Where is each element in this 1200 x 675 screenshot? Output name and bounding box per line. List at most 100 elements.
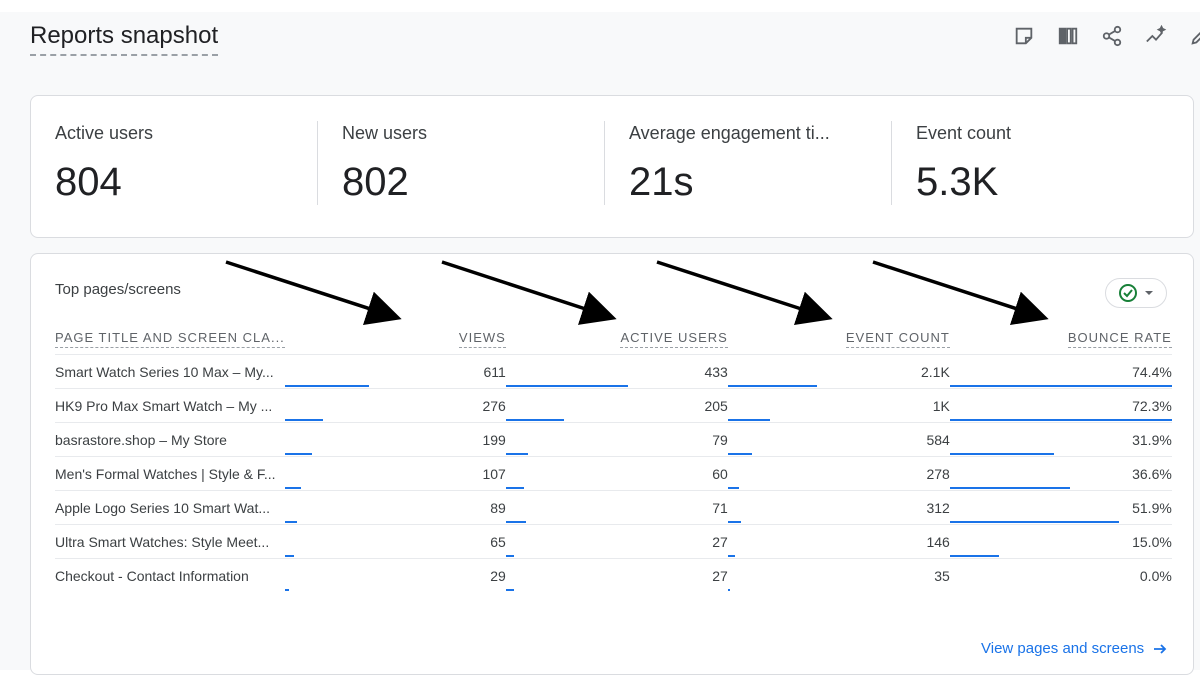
check-circle-icon: [1119, 284, 1137, 302]
insights-icon[interactable]: [1144, 24, 1168, 48]
cell-value: 146: [926, 533, 950, 550]
table-row[interactable]: Apple Logo Series 10 Smart Wat... 89 71 312…: [55, 490, 1172, 525]
metric-value: 21s: [629, 160, 694, 204]
cell-value: 15.0%: [1132, 533, 1172, 550]
cell-value: 2.1K: [921, 363, 950, 380]
row-page-title[interactable]: Checkout - Contact Information: [55, 567, 249, 584]
view-pages-label: View pages and screens: [981, 640, 1145, 657]
row-page-title[interactable]: Smart Watch Series 10 Max – My...: [55, 354, 285, 389]
table-row[interactable]: Checkout - Contact Information 29 27 35 0.0%: [55, 559, 1172, 593]
cell-value: 433: [704, 363, 728, 380]
cell-value: 60: [712, 465, 728, 482]
row-active-users: 71: [505, 490, 728, 525]
column-header-event-count[interactable]: EVENT COUNT: [727, 320, 950, 355]
row-bar: [949, 453, 1054, 455]
page-title: Reports snapshot: [30, 22, 219, 56]
top-pages-table: PAGE TITLE AND SCREEN CLA... VIEWS ACTIV…: [55, 320, 1172, 592]
row-bar: [505, 487, 524, 489]
row-bar: [284, 419, 323, 421]
metric-label: Active users: [55, 123, 154, 143]
row-views: 611: [284, 354, 506, 389]
row-bar: [505, 589, 514, 591]
cell-value: 89: [490, 499, 506, 516]
row-active-users: 27: [505, 559, 728, 593]
table-row[interactable]: basrastore.shop – My Store 199 79 584 31.9%: [55, 422, 1172, 457]
note-icon[interactable]: [1012, 24, 1036, 48]
row-event-count: 1K: [727, 388, 950, 423]
metric-label: Event count: [916, 123, 1012, 143]
column-header-page-title[interactable]: PAGE TITLE AND SCREEN CLA...: [55, 320, 285, 355]
table-row[interactable]: Men's Formal Watches | Style & F... 107 60…: [55, 456, 1172, 491]
metric-value: 5.3K: [916, 160, 999, 204]
arrow-right-icon: [1154, 643, 1167, 654]
table-row[interactable]: HK9 Pro Max Smart Watch – My ... 276 205 1K…: [55, 388, 1172, 423]
row-bar: [505, 555, 514, 557]
column-header-bounce-rate[interactable]: BOUNCE RATE: [949, 320, 1172, 355]
cell-value: 205: [704, 397, 728, 414]
divider: [317, 121, 318, 205]
row-event-count: 146: [727, 524, 950, 559]
divider: [604, 121, 605, 205]
row-bounce-rate: 72.3%: [949, 388, 1172, 423]
row-bar: [284, 487, 301, 489]
edit-icon[interactable]: [1188, 24, 1200, 48]
row-bar: [727, 385, 817, 387]
row-page-title[interactable]: Apple Logo Series 10 Smart Wat...: [55, 490, 285, 525]
row-bar: [727, 419, 770, 421]
metric-avg-engagement[interactable]: Average engagement ti... 21s: [605, 96, 892, 237]
compare-icon[interactable]: [1056, 24, 1080, 48]
card-title: Top pages/screens: [55, 281, 181, 298]
cell-value: 278: [926, 465, 950, 482]
metric-active-users[interactable]: Active users 804: [31, 96, 318, 237]
table-row[interactable]: Smart Watch Series 10 Max – My... 611 433 2…: [55, 354, 1172, 389]
row-active-users: 60: [505, 456, 728, 491]
row-views: 107: [284, 456, 506, 491]
row-bounce-rate: 74.4%: [949, 354, 1172, 389]
row-event-count: 278: [727, 456, 950, 491]
table-row[interactable]: Ultra Smart Watches: Style Meet... 65 27 14…: [55, 524, 1172, 559]
cell-value: 107: [482, 465, 506, 482]
row-event-count: 584: [727, 422, 950, 457]
row-bounce-rate: 31.9%: [949, 422, 1172, 457]
toolbar: [1012, 24, 1200, 48]
row-page-title[interactable]: basrastore.shop – My Store: [55, 422, 285, 457]
cell-value: 199: [482, 431, 506, 448]
row-page-title[interactable]: HK9 Pro Max Smart Watch – My ...: [55, 388, 285, 423]
cell-value: 27: [712, 533, 728, 550]
row-bar: [727, 521, 741, 523]
row-page-title[interactable]: Ultra Smart Watches: Style Meet...: [55, 524, 285, 559]
metric-label: New users: [342, 123, 428, 143]
row-bar: [727, 589, 730, 591]
share-icon[interactable]: [1100, 24, 1124, 48]
row-bar: [284, 453, 312, 455]
row-views: 65: [284, 524, 506, 559]
column-header-active-users[interactable]: ACTIVE USERS: [505, 320, 728, 355]
comparison-status-button[interactable]: [1105, 278, 1167, 308]
row-bar: [727, 555, 735, 557]
row-views: 276: [284, 388, 506, 423]
metric-new-users[interactable]: New users 802: [318, 96, 605, 237]
metrics-card: Active users 804 New users 802 Average e…: [30, 95, 1194, 238]
row-views: 89: [284, 490, 506, 525]
view-pages-link[interactable]: View pages and screens: [981, 640, 1168, 657]
cell-value: 31.9%: [1132, 431, 1172, 448]
row-views: 199: [284, 422, 506, 457]
row-bar: [284, 555, 294, 557]
column-header-views[interactable]: VIEWS: [284, 320, 506, 355]
row-bounce-rate: 51.9%: [949, 490, 1172, 525]
cell-value: 29: [490, 567, 506, 584]
row-bar: [284, 385, 369, 387]
row-bar: [727, 453, 752, 455]
row-bar: [284, 589, 289, 591]
cell-value: 27: [712, 567, 728, 584]
divider: [891, 121, 892, 205]
cell-value: 35: [934, 567, 950, 584]
row-bar: [505, 385, 628, 387]
metric-label: Average engagement ti...: [629, 123, 830, 143]
row-bar: [505, 521, 526, 523]
row-event-count: 312: [727, 490, 950, 525]
row-event-count: 35: [727, 559, 950, 593]
metric-event-count[interactable]: Event count 5.3K: [892, 96, 1179, 237]
row-page-title[interactable]: Men's Formal Watches | Style & F...: [55, 456, 285, 491]
cell-value: 65: [490, 533, 506, 550]
